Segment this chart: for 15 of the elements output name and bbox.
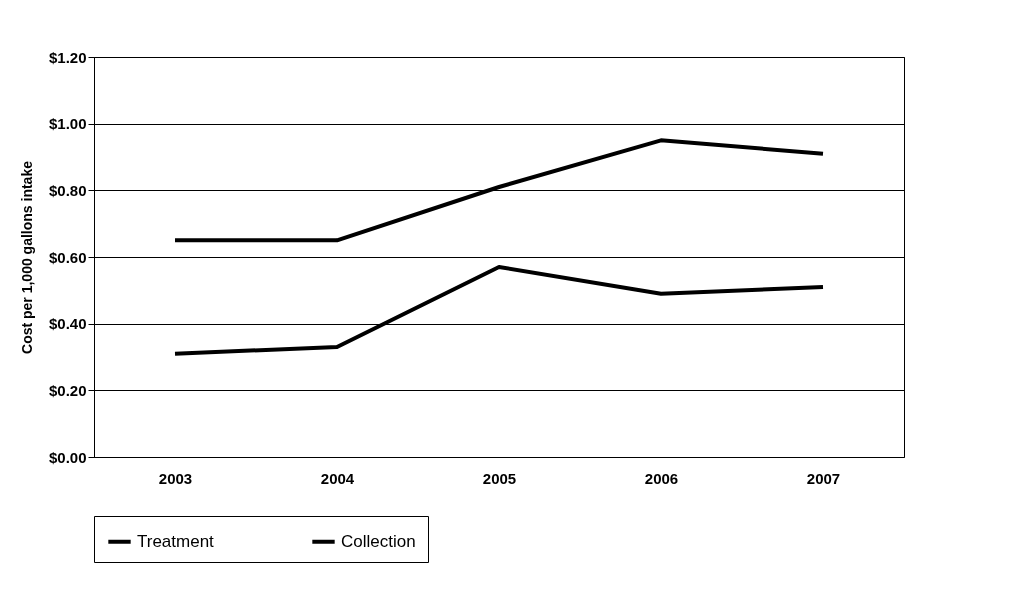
x-tick-label: 2007 <box>806 469 841 487</box>
x-tick-label: 2006 <box>644 469 679 487</box>
y-tick-label: $0.80 <box>48 181 87 199</box>
legend-label: Collection <box>341 531 416 551</box>
y-tick-label: $1.00 <box>48 115 87 133</box>
x-tick-label: 2005 <box>482 469 517 487</box>
y-tick-label: $0.20 <box>48 381 87 399</box>
y-tick-label: $1.20 <box>48 48 87 66</box>
y-axis-title: Cost per 1,000 gallons intake <box>18 160 35 354</box>
y-tick-label: $0.00 <box>48 448 87 466</box>
x-tick-label: 2004 <box>320 469 355 487</box>
legend-label: Treatment <box>137 531 215 551</box>
y-tick-label: $0.40 <box>48 315 87 333</box>
x-tick-label: 2003 <box>158 469 193 487</box>
y-tick-label: $0.60 <box>48 248 87 266</box>
